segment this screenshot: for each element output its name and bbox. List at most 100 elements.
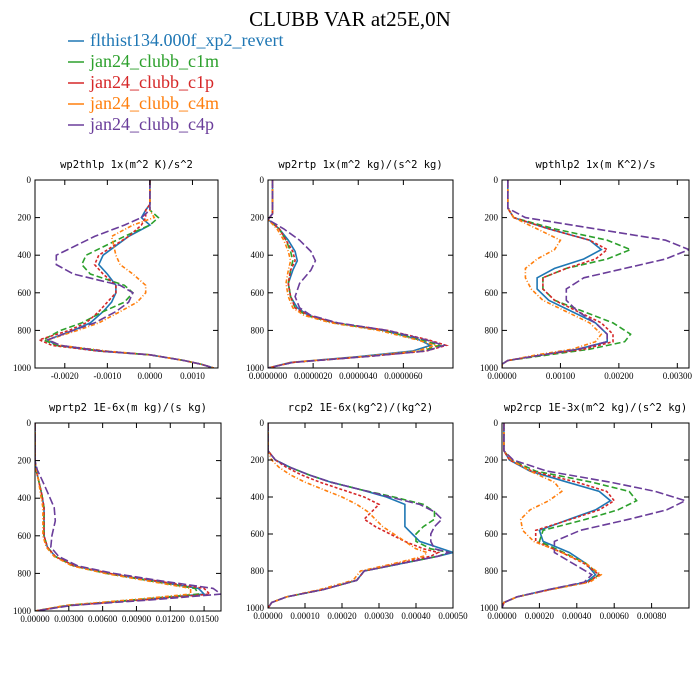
x-tick-label: 0.00040: [562, 611, 592, 621]
x-tick-label: 0.00020: [327, 611, 357, 621]
x-tick-label: 0.00300: [54, 614, 84, 624]
panel-title: wp2rtp 1x(m^2 kg)/(s^2 kg): [278, 159, 442, 171]
x-tick-label: 0.00020: [525, 611, 555, 621]
y-tick-label: 0: [494, 418, 499, 428]
panel-title: wp2rcp 1E-3x(m^2 kg)/(s^2 kg): [504, 402, 687, 414]
panel-title: rcp2 1E-6x(kg^2)/(kg^2): [288, 402, 433, 414]
x-tick-label: 0.00000: [487, 611, 517, 621]
y-tick-label: 1000: [480, 363, 499, 373]
plot-frame: [34, 179, 219, 369]
y-tick-label: 200: [18, 213, 32, 223]
x-tick-label: 0.00060: [600, 611, 630, 621]
figure-title: CLUBB VAR at25E,0N: [249, 7, 451, 31]
x-tick-label: 0.0000040: [339, 371, 378, 381]
x-tick-label: 0.00100: [546, 371, 576, 381]
y-tick-label: 0: [260, 418, 265, 428]
x-tick-label: 0.00000: [20, 614, 50, 624]
y-tick-label: 600: [485, 288, 499, 298]
y-tick-label: 600: [18, 288, 32, 298]
series-line-3: [35, 423, 212, 611]
legend-label: jan24_clubb_c4m: [89, 93, 219, 113]
series-line-4: [268, 180, 438, 368]
series-line-4: [268, 423, 429, 608]
x-tick-label: -0.0020: [51, 371, 79, 381]
x-tick-label: 0.00010: [290, 611, 320, 621]
y-tick-label: 800: [485, 325, 499, 335]
x-tick-label: 0.0000000: [249, 371, 288, 381]
panel-2: wp2rtp 1x(m^2 kg)/(s^2 kg) 0 200 400 600 800 1…: [246, 159, 454, 381]
series-line-5: [268, 423, 453, 608]
panel-5: rcp2 1E-6x(kg^2)/(kg^2) 0 200 400 600 800 1000…: [246, 402, 468, 621]
x-tick-label: 0.00050: [438, 611, 468, 621]
x-tick-label: 0.00000: [253, 611, 283, 621]
series-line-2: [502, 423, 638, 608]
y-tick-label: 800: [485, 566, 499, 576]
plot-frame: [501, 422, 690, 609]
y-tick-label: 800: [18, 325, 32, 335]
x-tick-label: 0.00000: [487, 371, 517, 381]
series-line-3: [37, 180, 214, 368]
x-tick-label: 0.00600: [88, 614, 118, 624]
y-tick-label: 600: [18, 531, 32, 541]
legend-label: jan24_clubb_c1p: [89, 72, 214, 92]
y-tick-label: 200: [485, 213, 499, 223]
panel-title: wprtp2 1E-6x(m kg)/(s kg): [49, 402, 207, 414]
y-tick-label: 200: [485, 455, 499, 465]
series-line-3: [268, 423, 441, 608]
series-line-3: [502, 180, 614, 368]
series-line-2: [41, 180, 214, 368]
x-tick-label: 0.00080: [637, 611, 667, 621]
x-tick-label: 0.0000: [138, 371, 163, 381]
plot-frame: [267, 179, 454, 369]
y-tick-label: 400: [251, 250, 265, 260]
y-tick-label: 0: [260, 175, 265, 185]
x-tick-label: 0.00900: [122, 614, 152, 624]
y-tick-label: 0: [27, 418, 32, 428]
x-tick-label: 0.01200: [156, 614, 186, 624]
panel-title: wpthlp2 1x(m K^2)/s: [535, 159, 655, 171]
y-tick-label: 800: [18, 568, 32, 578]
series-line-5: [502, 180, 689, 368]
x-tick-label: 0.0010: [180, 371, 205, 381]
series-line-4: [502, 423, 603, 608]
x-tick-label: 0.0000020: [294, 371, 333, 381]
y-tick-label: 600: [485, 529, 499, 539]
series-line-2: [502, 180, 633, 368]
plot-frame: [34, 422, 222, 612]
series-line-5: [45, 180, 214, 368]
panels: wp2thlp 1x(m^2 K)/s^2 0 200 400 600 800 1000 -0…: [13, 159, 692, 624]
panel-6: wp2rcp 1E-3x(m^2 kg)/(s^2 kg) 0 200 400 600 8…: [480, 402, 690, 621]
legend-label: jan24_clubb_c4p: [89, 114, 214, 134]
series-line-2: [268, 423, 453, 608]
plot-frame: [267, 422, 454, 609]
series-line-5: [502, 423, 688, 608]
y-tick-label: 800: [251, 325, 265, 335]
x-tick-label: 0.0000060: [384, 371, 423, 381]
x-tick-label: 0.00030: [364, 611, 394, 621]
panel-title: wp2thlp 1x(m^2 K)/s^2: [60, 159, 193, 171]
panel-4: wprtp2 1E-6x(m kg)/(s kg) 0 200 400 600 800 10…: [13, 402, 222, 624]
x-tick-label: 0.00200: [604, 371, 634, 381]
series-line-1: [502, 180, 609, 368]
y-tick-label: 200: [251, 455, 265, 465]
series-line-5: [268, 180, 447, 368]
y-tick-label: 400: [485, 492, 499, 502]
y-tick-label: 400: [251, 492, 265, 502]
series-line-5: [35, 423, 221, 611]
y-tick-label: 400: [485, 250, 499, 260]
y-tick-label: 200: [251, 213, 265, 223]
plot-frame: [501, 179, 690, 369]
y-tick-label: 1000: [246, 363, 265, 373]
legend-label: flthist134.000f_xp2_revert: [90, 30, 283, 50]
series-line-1: [268, 180, 433, 368]
y-tick-label: 1000: [246, 603, 265, 613]
legend-label: jan24_clubb_c1m: [89, 51, 219, 71]
y-tick-label: 1000: [480, 603, 499, 613]
legend: flthist134.000f_xp2_revertjan24_clubb_c1…: [68, 30, 283, 134]
y-tick-label: 1000: [13, 363, 32, 373]
series-line-4: [35, 423, 192, 611]
y-tick-label: 400: [18, 250, 32, 260]
y-tick-label: 0: [494, 175, 499, 185]
x-tick-label: -0.0010: [93, 371, 121, 381]
